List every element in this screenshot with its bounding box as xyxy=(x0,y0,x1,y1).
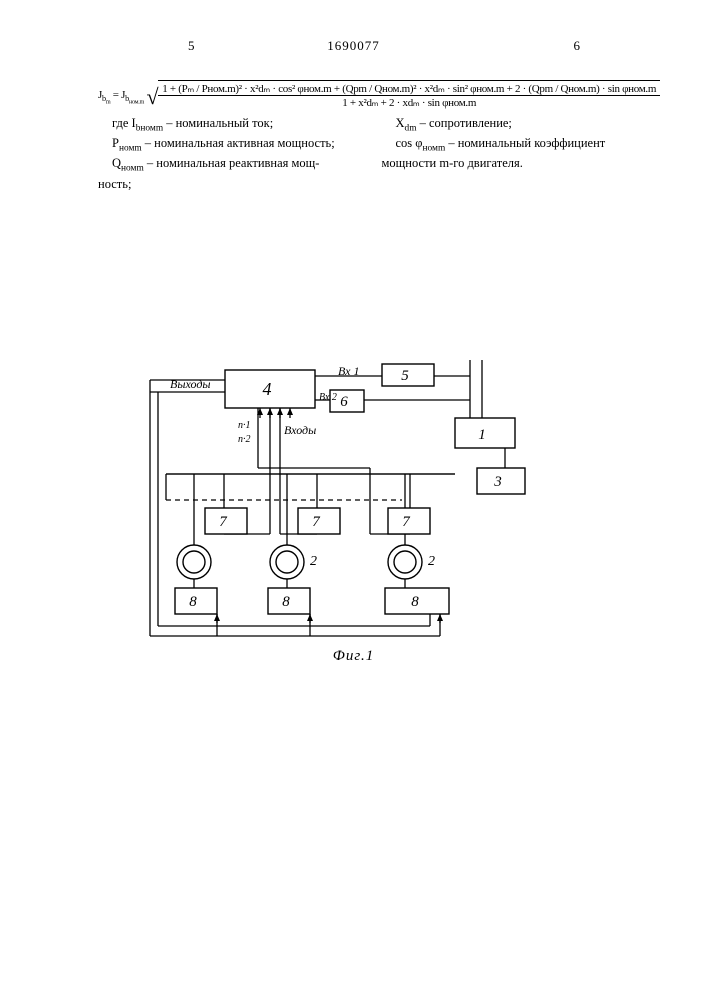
main-formula: Jbm = Jbном.m √ 1 + (Pₘ / Pном.m)² · x²d… xyxy=(98,80,647,110)
svg-text:8: 8 xyxy=(282,594,290,610)
doc-number: 1690077 xyxy=(327,38,380,54)
svg-text:4: 4 xyxy=(263,379,272,399)
svg-text:n·1: n·1 xyxy=(238,420,251,431)
svg-text:Вх 2: Вх 2 xyxy=(319,392,337,403)
definition-line: cos φномm – номинальный коэффициент xyxy=(382,136,648,155)
svg-text:2: 2 xyxy=(310,554,317,569)
svg-text:8: 8 xyxy=(189,594,197,610)
svg-text:Вх 1: Вх 1 xyxy=(338,364,360,378)
svg-text:3: 3 xyxy=(493,474,502,490)
svg-text:Входы: Входы xyxy=(284,423,316,437)
svg-text:2: 2 xyxy=(428,554,435,569)
definition-line: где Ibномm – номинальный ток; xyxy=(98,116,364,135)
svg-text:5: 5 xyxy=(401,368,409,384)
definition-line: Pномm – номинальная активная мощность; xyxy=(98,136,364,155)
circuit-diagram: 45613777888ВыходыВх 1Вх 2Входыn·1n·222 xyxy=(120,340,572,670)
formula-block: Jbm = Jbном.m √ 1 + (Pₘ / Pном.m)² · x²d… xyxy=(98,80,647,193)
definition-line: мощности m-го двигателя. xyxy=(382,156,648,172)
definitions-right: Xdm – сопротивление;cos φномm – номиналь… xyxy=(382,116,648,193)
definitions-columns: где Ibномm – номинальный ток;Pномm – ном… xyxy=(98,116,647,193)
svg-text:8: 8 xyxy=(411,594,419,610)
svg-text:6: 6 xyxy=(340,394,348,410)
formula-denominator: 1 + x²dₘ + 2 · xdₘ · sin φном.m xyxy=(158,96,660,109)
page-num-right: 6 xyxy=(574,38,581,54)
svg-text:n·2: n·2 xyxy=(238,434,251,445)
definition-line: ность; xyxy=(98,177,364,193)
definition-line: Xdm – сопротивление; xyxy=(382,116,648,135)
definition-line: Qномm – номинальная реактивная мощ- xyxy=(98,156,364,175)
svg-text:1: 1 xyxy=(478,427,486,443)
formula-numerator: 1 + (Pₘ / Pном.m)² · x²dₘ · cos² φном.m … xyxy=(158,82,660,96)
figure-caption: Фиг.1 xyxy=(333,648,374,665)
svg-text:Выходы: Выходы xyxy=(170,377,211,391)
page-num-left: 5 xyxy=(188,38,195,54)
definitions-left: где Ibномm – номинальный ток;Pномm – ном… xyxy=(98,116,364,193)
